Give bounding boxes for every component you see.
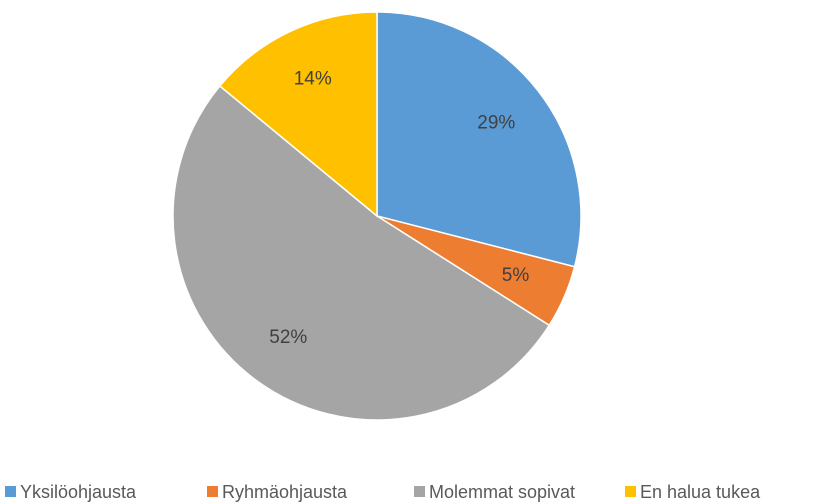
legend-swatch — [207, 486, 218, 497]
legend-label: Molemmat sopivat — [429, 482, 575, 502]
pie-slice — [172, 84, 551, 421]
pie-slice — [376, 11, 582, 268]
legend-label: Ryhmäohjausta — [222, 482, 348, 502]
legend-label: Yksilöohjausta — [20, 482, 137, 502]
legend-swatch — [625, 486, 636, 497]
legend-label: En halua tukea — [640, 482, 761, 502]
legend-swatch — [414, 486, 425, 497]
data-label: 52% — [269, 327, 307, 348]
data-label: 14% — [294, 68, 332, 89]
data-label: 29% — [477, 112, 515, 133]
pie-slice — [218, 11, 378, 218]
legend-swatch — [5, 486, 16, 497]
data-label: 5% — [502, 265, 530, 286]
